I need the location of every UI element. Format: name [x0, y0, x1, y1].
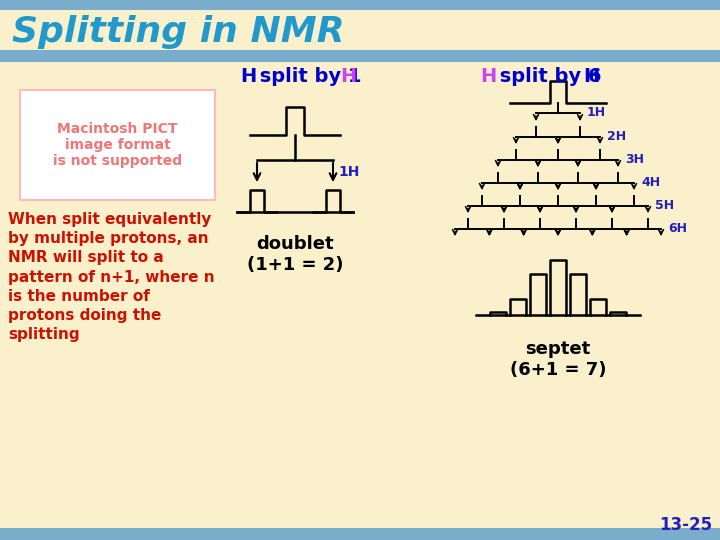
Text: Splitting in NMR: Splitting in NMR	[12, 15, 345, 49]
Text: H: H	[480, 68, 496, 86]
Text: Macintosh PICT
image format
is not supported: Macintosh PICT image format is not suppo…	[53, 122, 182, 168]
Text: 1H: 1H	[587, 106, 606, 119]
Text: 3H: 3H	[625, 153, 644, 166]
Text: 5H: 5H	[655, 199, 674, 212]
Text: When split equivalently
by multiple protons, an
NMR will split to a
pattern of n: When split equivalently by multiple prot…	[8, 212, 215, 342]
Text: H: H	[583, 68, 599, 86]
Text: 6H: 6H	[668, 222, 687, 235]
Bar	[0, 50, 720, 62]
Text: 13-25: 13-25	[659, 516, 712, 534]
Text: H: H	[240, 68, 256, 86]
Text: 1H: 1H	[338, 165, 359, 179]
Text: split by 1: split by 1	[253, 68, 368, 86]
Text: 2H: 2H	[607, 130, 626, 143]
Text: H: H	[340, 68, 356, 86]
Bar	[20, 90, 215, 200]
Text: split by 6: split by 6	[493, 68, 608, 86]
Text: 4H: 4H	[641, 176, 660, 189]
Bar	[0, 528, 720, 540]
Bar	[0, 0, 720, 10]
Text: septet
(6+1 = 7): septet (6+1 = 7)	[510, 340, 606, 379]
Text: doublet
(1+1 = 2): doublet (1+1 = 2)	[247, 235, 343, 274]
